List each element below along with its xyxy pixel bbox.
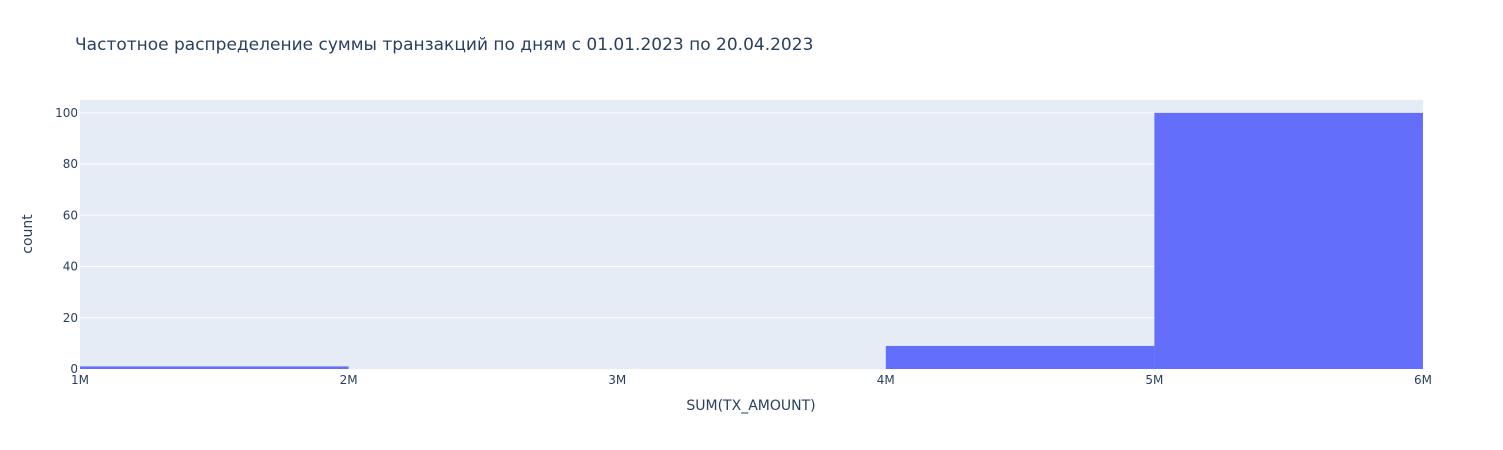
x-tick-label-2: 3M bbox=[608, 373, 626, 387]
y-tick-label-2: 40 bbox=[63, 260, 78, 274]
histogram-bar-4 bbox=[1154, 112, 1423, 370]
y-axis-title: count bbox=[20, 214, 36, 254]
x-tick-label-5: 6M bbox=[1414, 373, 1432, 387]
bars bbox=[80, 112, 1423, 370]
y-tick-label-3: 60 bbox=[63, 208, 78, 222]
x-axis-ticks: 1M 2M 3M 4M 5M 6M bbox=[71, 373, 1432, 387]
x-tick-label-4: 5M bbox=[1145, 373, 1163, 387]
y-tick-label-4: 80 bbox=[63, 157, 78, 171]
x-tick-label-3: 4M bbox=[877, 373, 895, 387]
histogram-bar-0 bbox=[80, 366, 349, 369]
chart-title: Частотное распределение суммы транзакций… bbox=[75, 35, 813, 55]
histogram-bar-3 bbox=[885, 345, 1155, 369]
x-tick-label-1: 2M bbox=[340, 373, 358, 387]
y-tick-label-0: 0 bbox=[70, 362, 78, 376]
x-axis-title: SUM(TX_AMOUNT) bbox=[686, 398, 815, 414]
y-tick-label-5: 100 bbox=[55, 106, 78, 120]
x-tick-label-0: 1M bbox=[71, 373, 89, 387]
y-axis-ticks: 0 20 40 60 80 100 bbox=[55, 106, 78, 376]
y-tick-label-1: 20 bbox=[63, 311, 78, 325]
